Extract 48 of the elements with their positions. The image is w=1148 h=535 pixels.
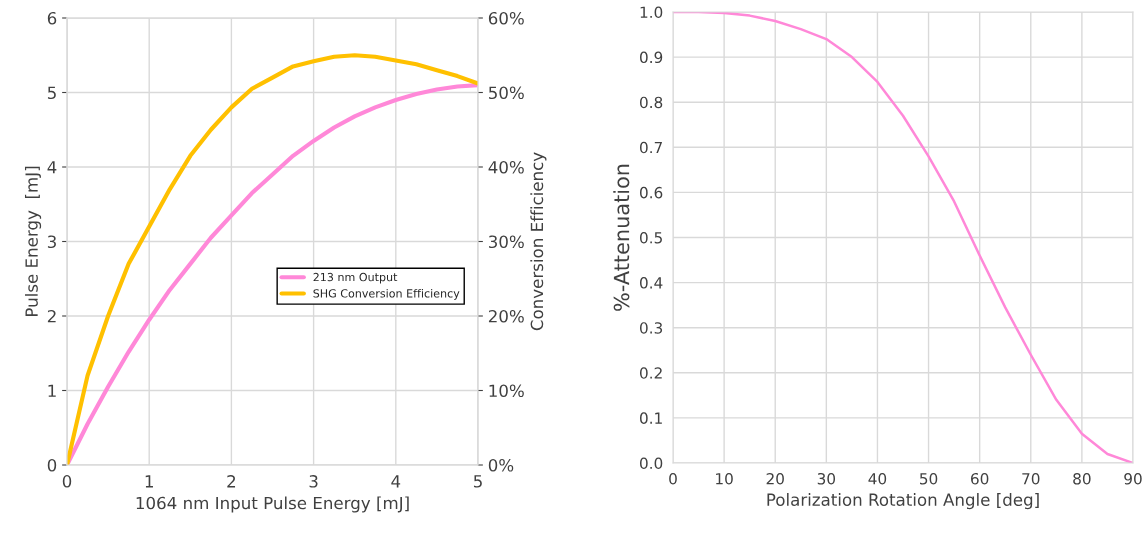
y-tick-label: 0.9 <box>639 51 663 64</box>
y-tick-label: 0.6 <box>639 186 663 199</box>
y-tick-label: 1 <box>48 384 56 397</box>
y-tick-label: 0.0 <box>639 457 663 470</box>
x-axis-title: Polarization Rotation Angle [deg] <box>767 493 1039 510</box>
x-tick-label: 20 <box>766 472 784 485</box>
y-tick-label: 2 <box>47 309 56 323</box>
x-tick-label: 60 <box>971 472 989 485</box>
y-axis-title: Pulse Energy [mJ] <box>24 166 42 317</box>
y2-tick-label: 30% <box>488 235 524 249</box>
x-tick-label: 2 <box>227 475 236 488</box>
x-tick-label: 0 <box>62 475 72 488</box>
x-tick-label: 4 <box>391 475 401 488</box>
x-tick-label: 40 <box>868 472 887 485</box>
x-tick-label: 90 <box>1124 472 1142 485</box>
x-tick-label: 1 <box>145 475 153 488</box>
y-tick-label: 5 <box>47 86 56 100</box>
x-tick-label: 3 <box>309 475 318 488</box>
y2-tick-label: 10% <box>489 384 524 398</box>
y2-tick-label: 40% <box>488 160 524 174</box>
y-tick-label: 0.1 <box>639 412 662 424</box>
y-tick-label: 0.3 <box>639 322 663 334</box>
y-tick-label: 0.5 <box>639 231 662 244</box>
x-tick-label: 80 <box>1073 472 1091 485</box>
y2-tick-label: 0% <box>488 458 514 472</box>
y-axis-title: %-Attenuation <box>613 164 630 311</box>
y-tick-label: 6 <box>47 11 57 25</box>
legend-label: SHG Conversion Efficiency <box>313 288 460 300</box>
y-tick-label: 3 <box>47 235 56 249</box>
y-tick-label: 0.2 <box>639 367 662 379</box>
y-tick-label: 0.7 <box>639 141 662 154</box>
x-tick-label: 30 <box>817 472 836 485</box>
y-tick-label: 0.8 <box>639 96 663 109</box>
y-tick-label: 0.4 <box>639 277 663 289</box>
y2-axis-title: Conversion Efficiency <box>530 152 547 331</box>
y2-tick-label: 20% <box>488 309 524 323</box>
x-tick-label: 50 <box>920 472 938 485</box>
y-tick-label: 1.0 <box>640 6 663 19</box>
y-tick-label: 4 <box>47 161 57 174</box>
y2-tick-label: 60% <box>488 11 524 25</box>
x-axis-title: 1064 nm Input Pulse Energy [mJ] <box>136 496 409 513</box>
x-tick-label: 10 <box>716 472 733 485</box>
y2-tick-label: 50% <box>489 86 524 100</box>
x-tick-label: 70 <box>1022 472 1040 485</box>
x-tick-label: 5 <box>473 475 482 488</box>
x-tick-label: 0 <box>669 472 677 485</box>
y-tick-label: 0 <box>47 458 57 472</box>
legend-label: 213 nm Output <box>313 272 398 284</box>
